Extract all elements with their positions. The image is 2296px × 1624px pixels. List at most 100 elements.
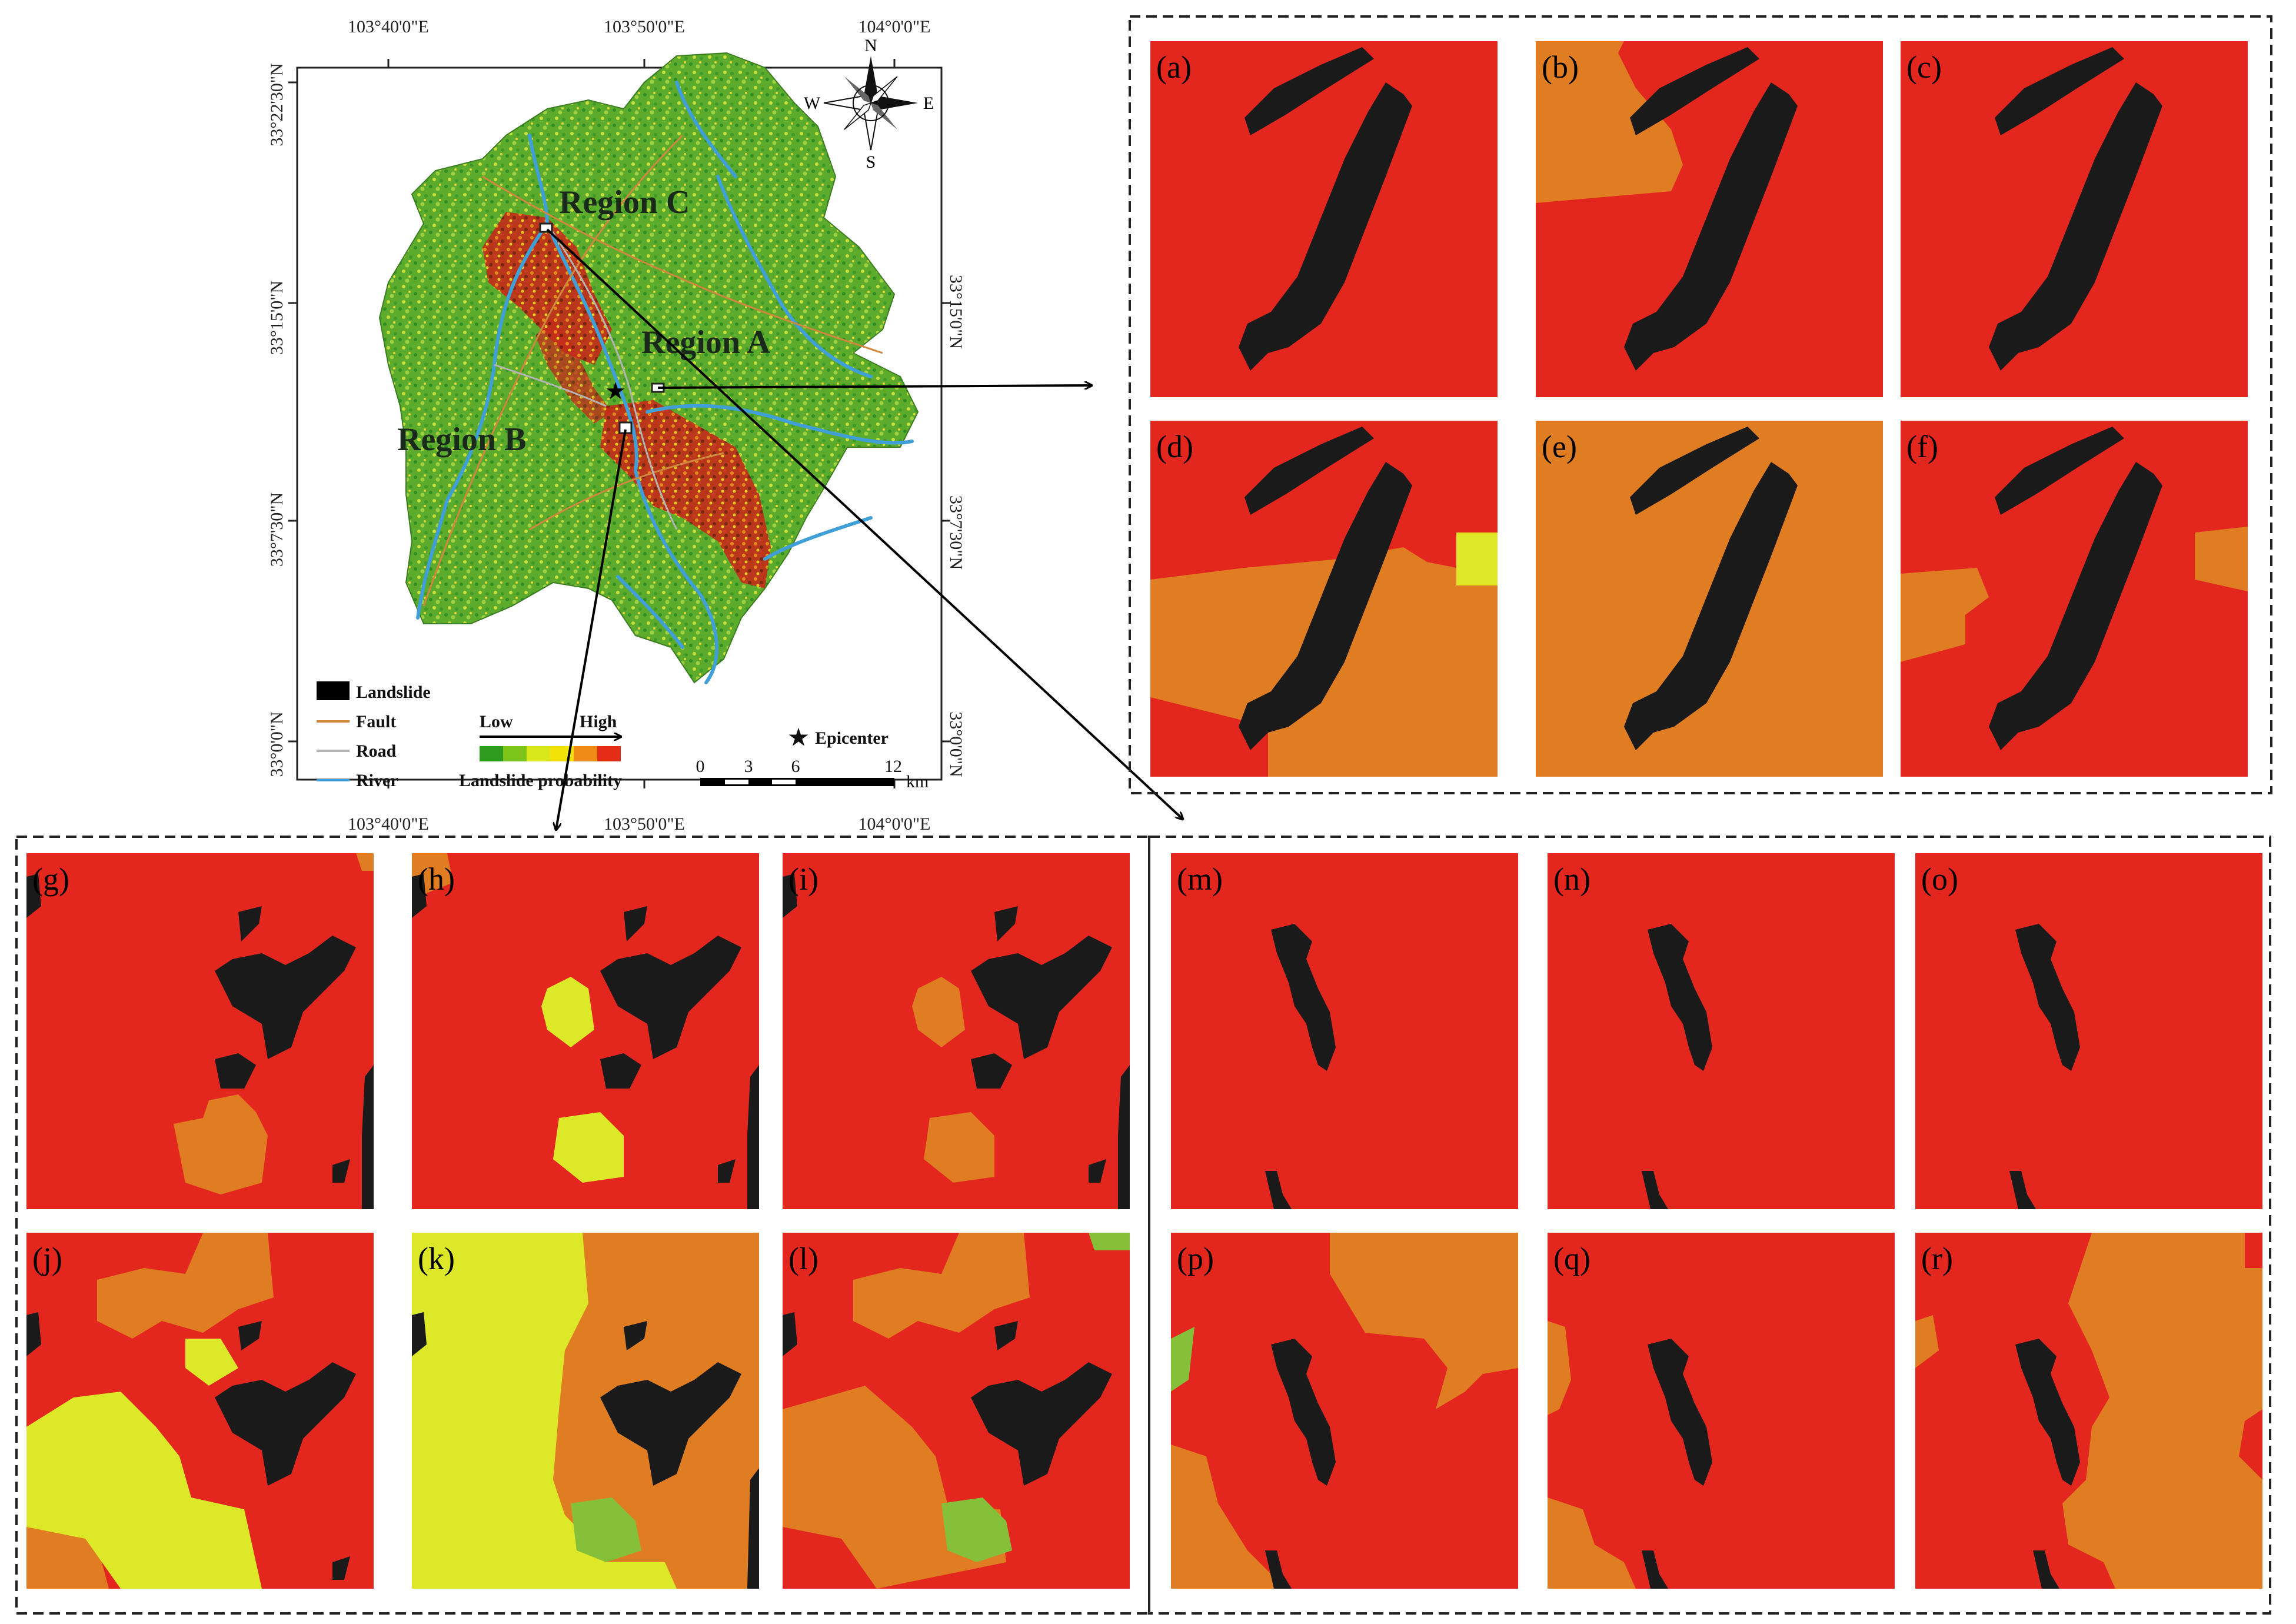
region-c-label: Region C [559,184,690,221]
right-lat-label: 33°0'0"N [946,711,966,777]
landslide-polygons [1642,1339,1712,1589]
zone-low [941,1233,1130,1562]
landslide-polygons [1642,924,1712,1209]
zone-high [783,1233,1030,1589]
panel-g: (g) [26,853,374,1209]
panel-a: (a) [1150,41,1498,397]
right-lat-label: 33°7'30"N [946,495,966,570]
panel-r: (r) [1915,1233,2262,1589]
landslide-polygons [26,1312,356,1580]
panel-label: (r) [1921,1241,1953,1276]
panel-label: (f) [1906,429,1938,464]
scale-tick: 6 [791,757,800,776]
zone-high [1548,1321,1636,1589]
hot-zone-a [600,400,771,588]
compass-s: S [866,152,876,172]
rivers [416,81,914,684]
scale-unit: km [906,772,929,791]
zone-high [26,1233,274,1589]
legend-high: High [580,712,617,731]
panel-b: (b) [1536,41,1883,397]
zone-high [1901,527,2248,662]
legend-river: River [356,771,398,790]
panel-label: (m) [1177,861,1223,897]
sample-box-c [539,222,553,233]
landslide-polygons [1265,924,1336,1209]
zone-high [912,977,994,1183]
bottom-lon-label: 103°40'0"E [348,814,429,834]
left-lat-label: 33°0'0"N [267,711,287,777]
landslide-polygons [412,1312,759,1589]
legend-fault: Fault [356,712,396,731]
panel-d: (d) [1150,421,1498,777]
study-area [378,52,919,684]
scale-bar: 0 3 6 12 km [696,757,929,791]
left-lat-label: 33°15'0"N [267,281,287,355]
landslide-polygon [1239,47,1412,371]
overview-map: 103°40'0"E 103°50'0"E 104°0'0"E 103°40'0… [267,17,966,834]
panel-m: (m) [1171,853,1518,1209]
landslide-polygon [1239,427,1412,750]
hot-zone-valley [535,318,612,424]
group-frame-region-a [1129,15,2272,794]
panel-label: (o) [1921,861,1958,897]
landslide-polygons [26,874,374,1209]
landslide-polygon [1989,427,2162,750]
landslide-swatch [317,681,350,700]
top-lon-label: 104°0'0"E [858,17,931,36]
panel-i: (i) [783,853,1130,1209]
panel-label: (k) [418,1241,455,1276]
landslide-polygons [2009,924,2080,1209]
zone-high [1171,1233,1518,1589]
zone-moderate [412,1233,677,1589]
panel-label: (h) [418,861,455,897]
panel-label: (l) [788,1241,818,1276]
right-lat-label: 33°15'0"N [946,275,966,349]
scale-tick: 3 [744,757,753,776]
coordinate-labels: 103°40'0"E 103°50'0"E 104°0'0"E 103°40'0… [267,17,966,834]
zone-low [1171,1327,1194,1392]
bottom-lon-label: 104°0'0"E [858,814,931,834]
region-b-label: Region B [397,421,526,458]
zone-low [571,1497,641,1562]
legend-epicenter: Epicenter [815,728,889,748]
panel-label: (n) [1553,861,1590,897]
top-lon-label: 103°40'0"E [348,17,429,36]
panel-j: (j) [26,1233,374,1589]
landslide-polygons [412,874,759,1209]
panel-label: (b) [1542,49,1579,85]
zone-high [1536,41,1683,203]
connector-arrows [546,228,1183,830]
map-legend: Landslide Fault Road River Low High Land… [317,681,929,791]
roads [494,223,678,530]
panel-label: (q) [1553,1241,1590,1276]
panel-label: (a) [1156,49,1192,85]
arrow-region-a [657,385,1092,388]
landslide-polygon [1624,427,1798,750]
left-lat-label: 33°22'30"N [267,63,287,146]
landslide-polygon [1989,47,2162,371]
compass-rose-icon: N S W E [804,36,934,172]
panel-p: (p) [1171,1233,1518,1589]
scale-tick: 0 [696,757,705,776]
panel-n: (n) [1548,853,1895,1209]
top-lon-label: 103°50'0"E [604,17,685,36]
arrow-region-b [556,429,627,830]
group-frame-region-b [15,836,1150,1615]
frame-ticks [288,59,950,788]
scale-tick: 12 [884,757,902,776]
panel-k: (k) [412,1233,759,1589]
legend-probability: Landslide probability [459,771,622,790]
legend-low: Low [480,712,513,731]
zone-moderate [541,977,624,1183]
panel-l: (l) [783,1233,1130,1589]
zone-moderate [1456,533,1498,585]
region-labels: Region C Region A Region B [397,184,771,458]
compass-e: E [923,94,934,113]
panel-label: (c) [1906,49,1942,85]
landslide-polygon [1624,47,1798,371]
bottom-lon-label: 103°50'0"E [604,814,685,834]
panel-label: (i) [788,861,818,897]
legend-landslide: Landslide [356,683,431,702]
